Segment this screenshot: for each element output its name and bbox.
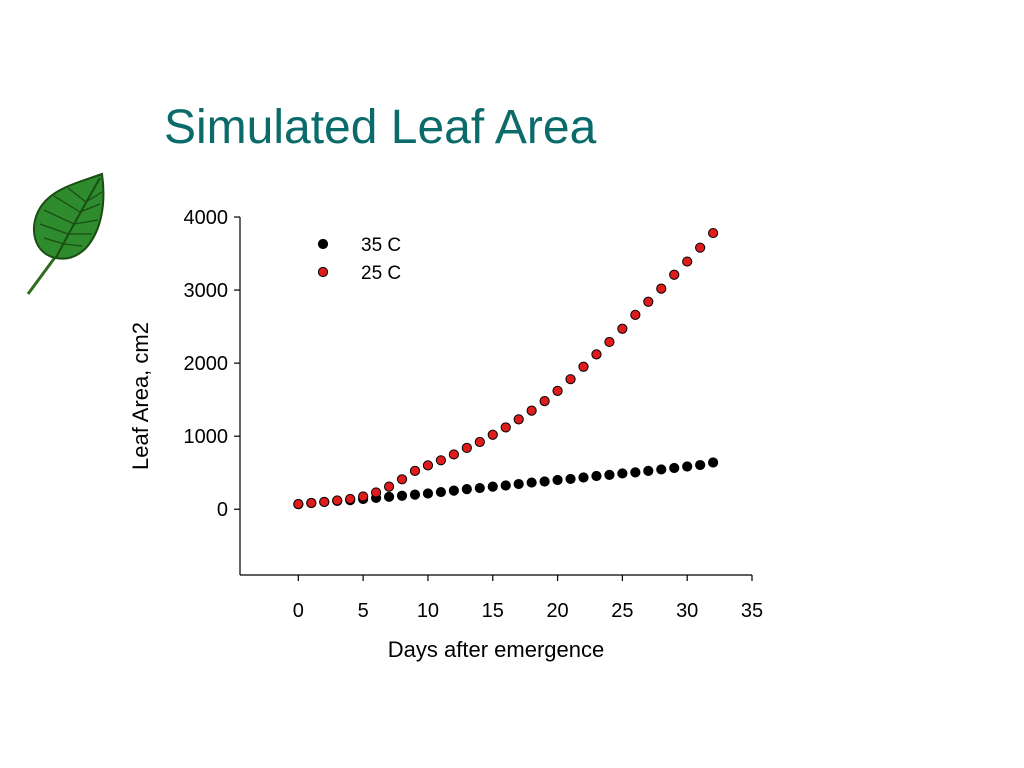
y-tick-label: 4000 (184, 207, 229, 229)
data-point (448, 449, 459, 460)
legend-label: 25 C (361, 263, 401, 284)
data-point (656, 283, 667, 294)
data-point (643, 465, 654, 476)
data-point (604, 336, 615, 348)
data-point (552, 474, 563, 486)
data-point (371, 487, 382, 498)
data-point (422, 460, 434, 471)
chart-axes (239, 217, 752, 576)
data-point (539, 396, 550, 407)
data-point (345, 493, 356, 505)
data-point (461, 484, 472, 495)
x-tick-label: 15 (482, 600, 504, 622)
data-point (396, 490, 408, 501)
data-point (630, 309, 641, 321)
x-axis-label: Days after emergence (388, 637, 604, 662)
data-point (591, 470, 602, 482)
chart-legend: 35 C 25 C (317, 235, 401, 284)
legend-label: 35 C (361, 235, 401, 256)
data-point (539, 476, 550, 487)
data-point (319, 496, 330, 508)
data-point (565, 374, 576, 385)
x-tick-label: 25 (611, 600, 633, 622)
data-point (695, 242, 706, 253)
data-point (448, 485, 459, 496)
y-tick-label: 2000 (184, 353, 229, 375)
data-point (487, 429, 498, 440)
data-point (630, 467, 641, 478)
series-1 (293, 457, 719, 510)
y-tick-label: 1000 (184, 426, 229, 448)
data-point (682, 256, 693, 267)
legend-marker (317, 266, 329, 278)
data-point (435, 486, 447, 498)
data-point (565, 473, 576, 485)
legend-marker (317, 238, 329, 250)
data-point (474, 482, 485, 494)
data-point (552, 385, 563, 396)
data-point (383, 491, 395, 502)
chart-ticks: 0 1000 2000 3000 4000 0 5 10 15 20 25 30 35 (184, 207, 764, 622)
data-point (461, 442, 472, 453)
data-point (474, 436, 485, 448)
data-point (358, 491, 369, 502)
data-point (708, 227, 719, 239)
x-tick-label: 10 (417, 600, 439, 622)
data-point (500, 480, 511, 491)
data-point (617, 323, 628, 334)
y-axis-label: Leaf Area, cm2 (128, 322, 153, 470)
x-tick-label: 20 (546, 600, 568, 622)
x-tick-label: 0 (293, 600, 304, 622)
data-point (526, 405, 537, 416)
data-point (669, 269, 680, 280)
data-point (383, 481, 395, 492)
data-point (578, 472, 589, 483)
x-tick-label: 5 (358, 600, 369, 622)
data-point (513, 414, 524, 425)
data-point (526, 477, 537, 488)
y-tick-label: 0 (217, 499, 228, 521)
data-point (306, 497, 317, 509)
data-point (669, 462, 680, 474)
series-2 (293, 227, 719, 510)
x-tick-label: 30 (676, 600, 698, 622)
x-tick-label: 35 (741, 600, 763, 622)
data-point (332, 495, 343, 506)
slide-title: Simulated Leaf Area (164, 101, 597, 154)
data-point (708, 457, 719, 468)
data-point (513, 478, 524, 490)
data-point (409, 489, 421, 500)
data-point (643, 296, 654, 307)
leaf-icon (26, 172, 105, 295)
data-point (617, 468, 628, 479)
data-point (487, 481, 498, 492)
data-point (578, 361, 589, 372)
data-point (604, 469, 615, 481)
data-point (682, 461, 693, 472)
data-point (409, 465, 421, 476)
data-point (500, 422, 511, 433)
data-point (293, 499, 304, 510)
data-point (591, 349, 602, 360)
data-point (656, 464, 667, 475)
data-point (422, 488, 434, 499)
data-point (396, 474, 408, 485)
data-point (695, 459, 706, 471)
chart-marks (293, 227, 719, 510)
data-point (435, 455, 447, 466)
y-tick-label: 3000 (184, 280, 229, 302)
